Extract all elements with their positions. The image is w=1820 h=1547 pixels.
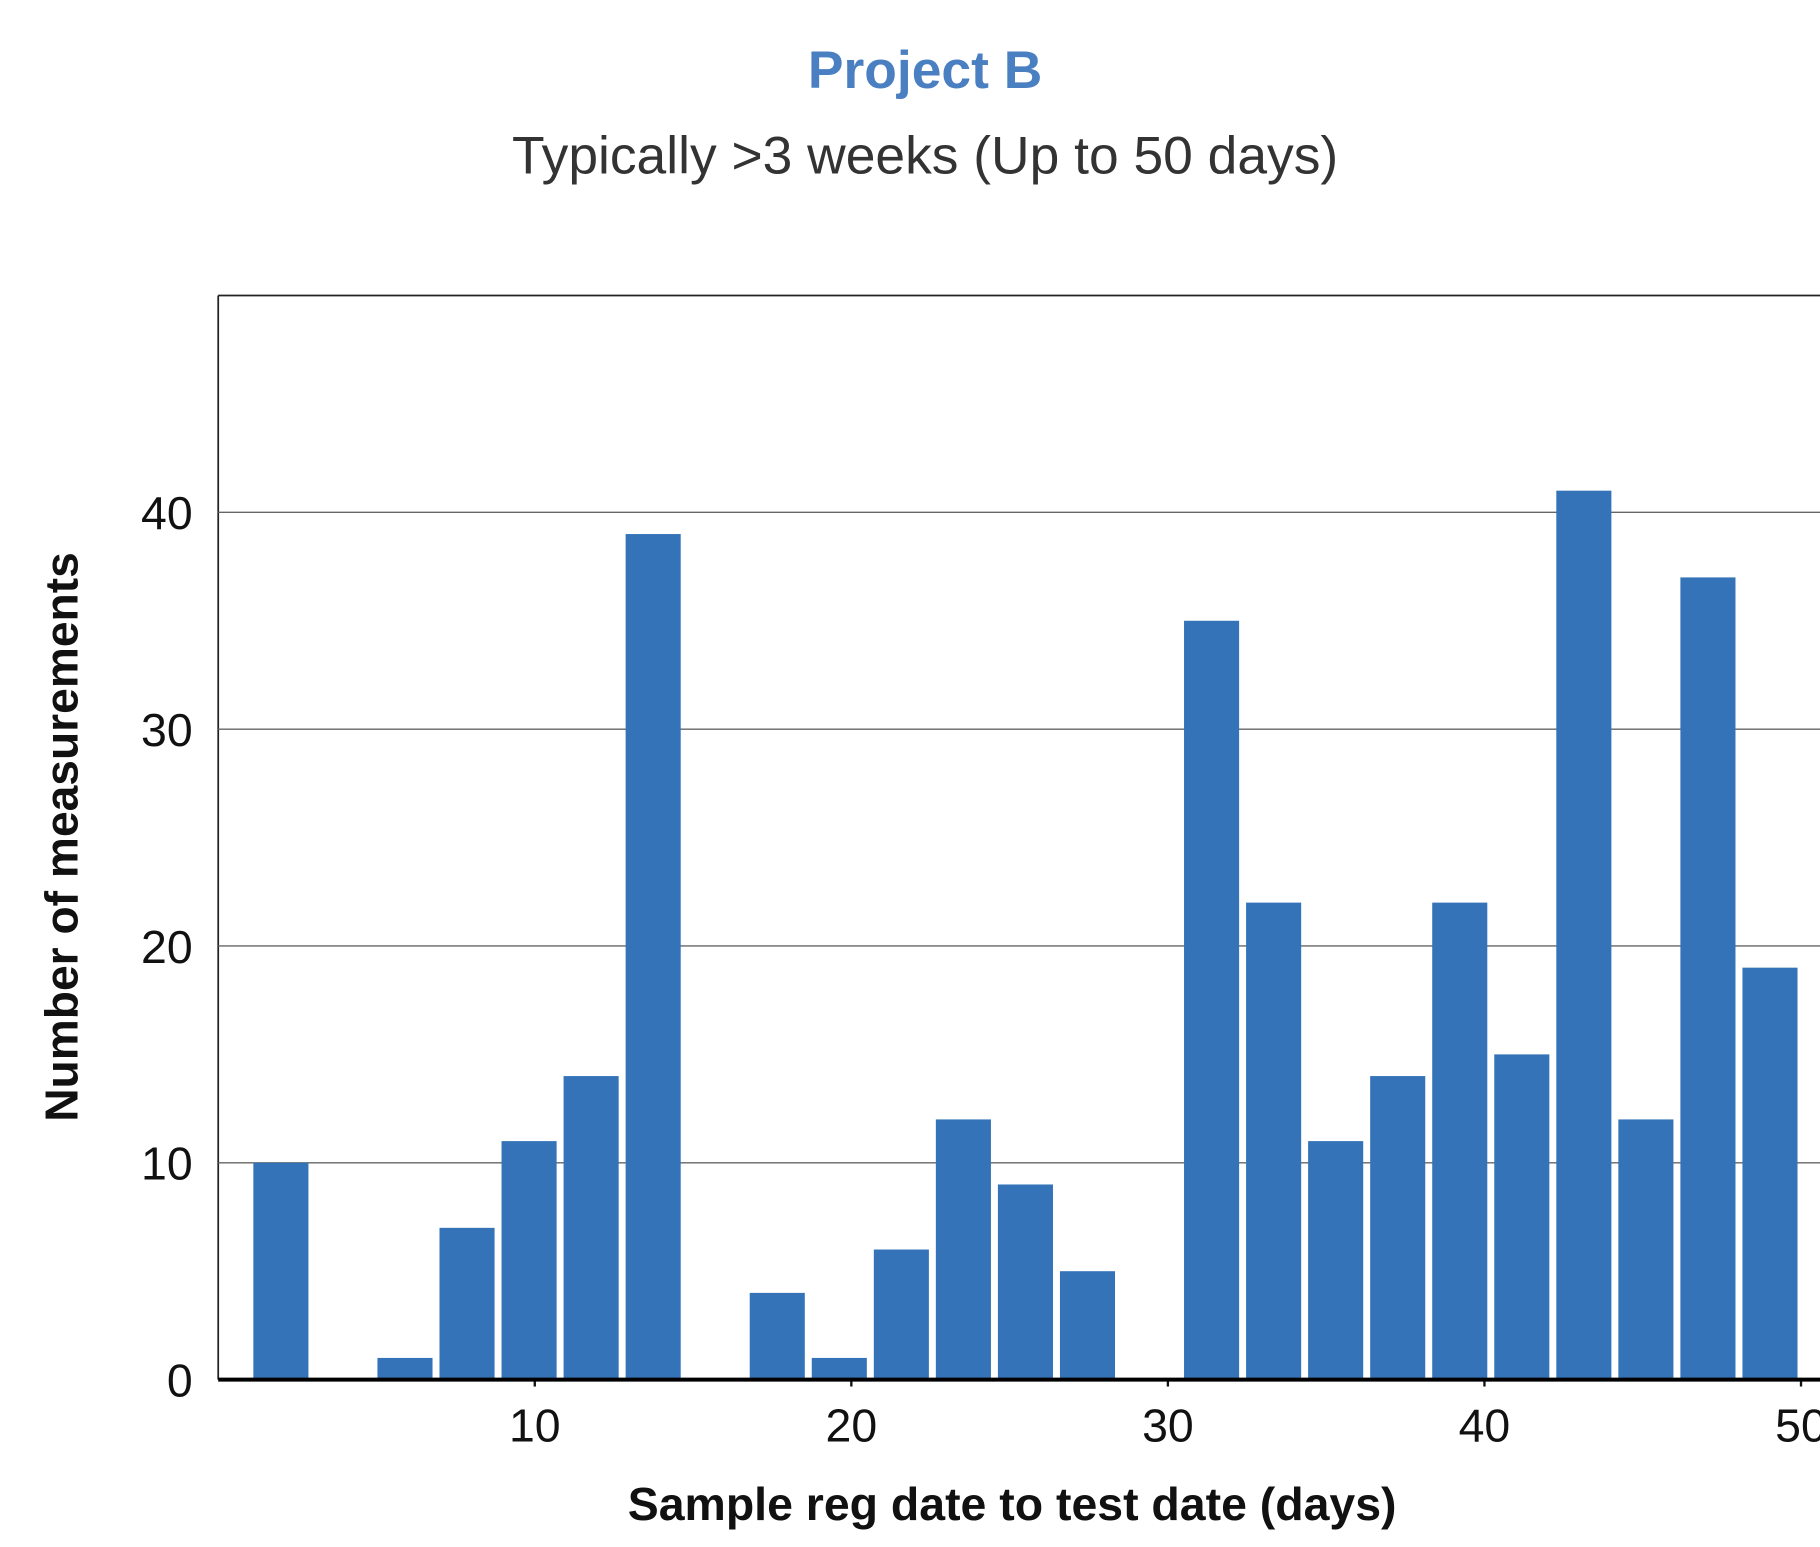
x-tick-label: 10 — [509, 1400, 561, 1452]
bar — [1308, 1141, 1364, 1380]
bar — [1494, 1054, 1550, 1380]
bar — [1370, 1076, 1426, 1380]
chart-subtitle: Typically >3 weeks (Up to 50 days) — [512, 126, 1338, 185]
x-tick-label: 40 — [1459, 1400, 1511, 1452]
bar — [439, 1227, 495, 1380]
bar — [1680, 577, 1736, 1380]
y-tick-label: 0 — [167, 1355, 193, 1407]
bar — [501, 1141, 557, 1380]
bar — [1432, 902, 1488, 1380]
bar — [1246, 902, 1302, 1380]
bar — [997, 1184, 1053, 1380]
bar — [1556, 490, 1612, 1380]
bar — [1742, 967, 1798, 1380]
bar — [811, 1357, 867, 1380]
bar — [873, 1249, 929, 1380]
y-tick-label: 40 — [141, 487, 193, 539]
bar — [935, 1119, 991, 1380]
bar — [253, 1162, 309, 1380]
x-tick-label: 30 — [1142, 1400, 1194, 1452]
y-tick-label: 30 — [141, 704, 193, 756]
bar — [1059, 1271, 1116, 1380]
bar — [1618, 1119, 1674, 1380]
x-axis-label: Sample reg date to test date (days) — [628, 1478, 1397, 1530]
bar — [377, 1357, 433, 1380]
y-tick-label: 20 — [141, 921, 193, 973]
y-axis-label: Number of measurements — [35, 552, 87, 1122]
bar — [1184, 620, 1240, 1380]
x-tick-label: 50 — [1775, 1400, 1820, 1452]
bar — [749, 1292, 805, 1380]
bar — [563, 1076, 619, 1380]
y-tick-label: 10 — [141, 1138, 193, 1190]
bar — [625, 534, 681, 1380]
x-tick-label: 20 — [826, 1400, 878, 1452]
chart-title: Project B — [808, 41, 1042, 100]
